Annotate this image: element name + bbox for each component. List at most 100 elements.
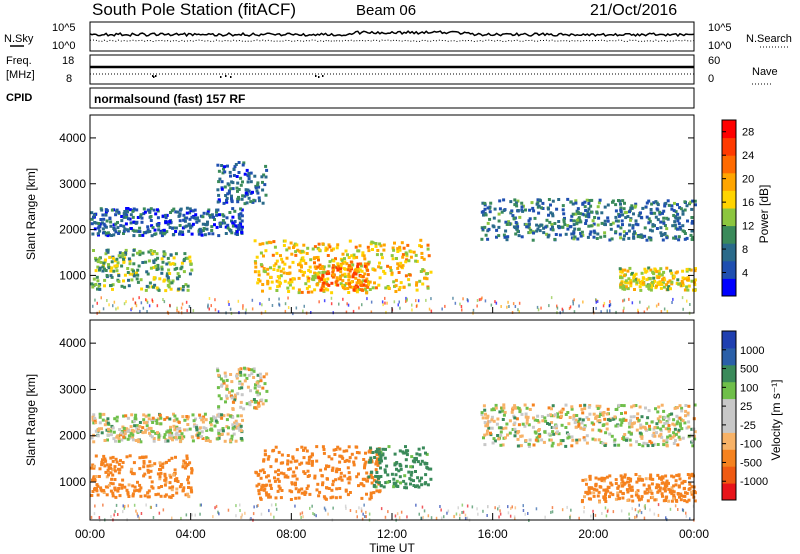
- data-cell: [685, 500, 689, 504]
- data-cell: [131, 484, 135, 488]
- data-cell: [545, 218, 549, 222]
- data-cell: [211, 232, 215, 236]
- data-cell: [663, 422, 667, 425]
- data-cell: [131, 228, 135, 232]
- data-cell: [122, 260, 126, 263]
- data-cell: [138, 421, 142, 424]
- data-cell: [167, 268, 171, 272]
- data-cell: [157, 486, 161, 490]
- noise-cell: [689, 517, 691, 521]
- data-cell: [305, 252, 309, 255]
- data-cell: [98, 412, 102, 416]
- data-cell: [676, 278, 680, 282]
- noise-cell: [191, 513, 193, 517]
- data-cell: [178, 440, 182, 444]
- noise-cell: [200, 503, 202, 507]
- data-cell: [669, 437, 673, 440]
- data-cell: [592, 235, 596, 239]
- data-cell: [606, 489, 610, 493]
- noise-cell: [156, 304, 159, 308]
- noise-cell: [115, 307, 117, 311]
- noise-cell: [537, 308, 540, 312]
- data-cell: [623, 473, 627, 477]
- data-cell: [551, 441, 555, 445]
- data-cell: [340, 258, 344, 262]
- data-cell: [147, 250, 151, 254]
- data-cell: [102, 261, 106, 265]
- noise-cell: [361, 517, 364, 521]
- data-cell: [318, 490, 322, 494]
- data-cell: [617, 199, 620, 202]
- data-cell: [174, 252, 178, 256]
- data-cell: [619, 270, 623, 274]
- data-cell: [628, 210, 631, 214]
- noise-cell: [518, 310, 520, 314]
- data-cell: [558, 233, 562, 237]
- data-cell: [295, 448, 299, 452]
- data-cell: [225, 425, 229, 429]
- data-cell: [182, 218, 186, 222]
- data-cell: [553, 413, 557, 417]
- data-cell: [685, 204, 689, 208]
- data-cell: [680, 409, 684, 413]
- data-cell: [630, 494, 634, 498]
- data-cell: [294, 481, 297, 485]
- data-cell: [597, 201, 601, 205]
- data-cell: [237, 188, 241, 191]
- data-cell: [283, 475, 287, 479]
- data-cell: [363, 264, 367, 268]
- data-cell: [484, 233, 488, 237]
- data-cell: [551, 430, 555, 434]
- data-cell: [338, 495, 342, 499]
- nave-dip: [315, 75, 317, 77]
- data-cell: [409, 473, 413, 477]
- data-cell: [134, 229, 138, 233]
- data-cell: [417, 447, 421, 451]
- data-cell: [120, 438, 124, 442]
- data-cell: [163, 474, 167, 478]
- data-cell: [360, 482, 364, 486]
- data-cell: [382, 485, 386, 489]
- data-cell: [286, 459, 290, 463]
- data-cell: [378, 461, 382, 465]
- data-cell: [658, 210, 662, 214]
- data-cell: [679, 498, 683, 502]
- data-cell: [354, 456, 358, 460]
- data-cell: [239, 176, 243, 180]
- data-cell: [92, 440, 96, 444]
- data-cell: [172, 424, 176, 428]
- data-cell: [165, 262, 169, 266]
- noise-cell: [106, 299, 108, 302]
- data-cell: [243, 194, 247, 198]
- data-cell: [412, 484, 416, 487]
- data-cell: [652, 276, 656, 280]
- data-cell: [300, 445, 304, 449]
- data-cell: [330, 248, 334, 252]
- data-cell: [667, 429, 671, 433]
- data-cell: [557, 220, 561, 223]
- data-cell: [160, 271, 164, 275]
- data-cell: [307, 277, 311, 281]
- noise-cell: [653, 512, 656, 516]
- data-cell: [142, 459, 146, 463]
- data-cell: [264, 491, 268, 495]
- data-cell: [654, 407, 657, 411]
- data-cell: [262, 459, 266, 463]
- data-cell: [105, 274, 109, 277]
- data-cell: [172, 207, 176, 211]
- data-cell: [675, 499, 679, 503]
- data-cell: [500, 406, 504, 410]
- data-cell: [156, 216, 160, 220]
- data-cell: [182, 459, 186, 463]
- data-cell: [381, 447, 385, 451]
- data-cell: [566, 227, 570, 231]
- data-cell: [161, 462, 165, 466]
- data-cell: [572, 237, 576, 241]
- data-cell: [526, 415, 530, 419]
- data-cell: [609, 491, 613, 495]
- data-cell: [153, 228, 157, 232]
- data-cell: [621, 484, 625, 488]
- data-cell: [693, 430, 697, 434]
- data-cell: [293, 459, 297, 463]
- data-cell: [251, 190, 254, 194]
